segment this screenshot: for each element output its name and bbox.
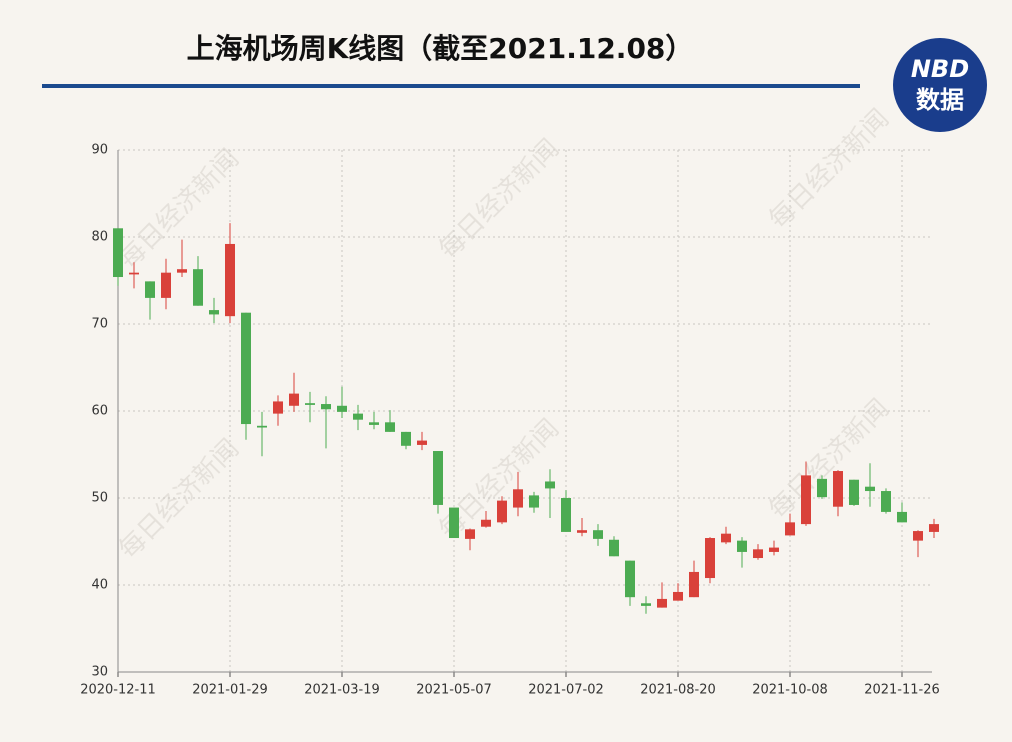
title: 上海机场周K线图（截至2021.12.08） (187, 32, 694, 65)
candle-body (337, 405, 347, 412)
y-tick-label: 90 (91, 143, 108, 158)
y-tick-label: 40 (91, 578, 108, 593)
candle-body (897, 511, 907, 523)
candle-body (369, 422, 379, 425)
candle-body (385, 422, 395, 432)
candle-body (881, 491, 891, 512)
candle-body (241, 312, 251, 425)
x-tick-label: 2021-11-26 (864, 683, 940, 698)
x-tick-label: 2021-07-02 (528, 683, 604, 698)
candle-body (129, 272, 139, 275)
candle-body (865, 486, 875, 492)
candle-body (545, 481, 555, 489)
candle-body (737, 540, 747, 552)
candle-body (673, 591, 683, 601)
candle-body (801, 475, 811, 525)
candle-body (161, 272, 171, 298)
x-tick-label: 2020-12-11 (80, 683, 156, 698)
candle-body (529, 495, 539, 508)
x-tick-label: 2021-05-07 (416, 683, 492, 698)
candle-body (289, 393, 299, 406)
candle-body (769, 547, 779, 552)
candle-body (561, 498, 571, 532)
candle-body (177, 269, 187, 273)
candle-body (913, 531, 923, 541)
candle-body (513, 489, 523, 508)
candle-body (417, 440, 427, 445)
x-tick-label: 2021-03-19 (304, 683, 380, 698)
candle-body (465, 529, 475, 539)
logo (893, 38, 987, 132)
y-tick-label: 70 (91, 317, 108, 332)
logo-bottom: 数据 (916, 86, 964, 114)
candle-body (209, 310, 219, 315)
candle-body (273, 401, 283, 414)
candle-body (145, 281, 155, 298)
candle-body (753, 549, 763, 559)
candle-body (305, 403, 315, 405)
candle-body (401, 431, 411, 446)
candle-body (193, 269, 203, 306)
x-tick-label: 2021-10-08 (752, 683, 828, 698)
y-tick-label: 80 (91, 230, 108, 245)
candle-body (721, 533, 731, 543)
candle-body (449, 507, 459, 539)
candle-body (689, 571, 699, 598)
candle-body (577, 530, 587, 533)
candle-body (929, 524, 939, 532)
y-tick-label: 30 (91, 665, 108, 680)
candle-body (433, 451, 443, 505)
candle-body (849, 479, 859, 505)
candle-body (609, 539, 619, 557)
candle-body (113, 228, 123, 278)
candle-body (225, 243, 235, 317)
y-tick-label: 50 (91, 491, 108, 506)
candle-body (353, 413, 363, 420)
x-tick-label: 2021-01-29 (192, 683, 268, 698)
candle-body (481, 519, 491, 527)
candle-body (593, 530, 603, 539)
candle-body (657, 598, 667, 608)
candle-body (321, 404, 331, 410)
candle-body (625, 560, 635, 598)
candle-body (785, 522, 795, 536)
plot: 30 40 50 60 70 80 90 2020-12-11 2021-01-29 2021-0… (80, 143, 940, 698)
candle-body (641, 603, 651, 606)
candle-body (497, 500, 507, 523)
candle-body (833, 471, 843, 507)
y-tick-label: 60 (91, 404, 108, 419)
logo-top: NBD (911, 55, 969, 83)
x-tick-label: 2021-08-20 (640, 683, 716, 698)
candle-body (257, 425, 267, 428)
candle-body (817, 478, 827, 498)
candle-body (705, 538, 715, 579)
title-rule (42, 84, 860, 88)
